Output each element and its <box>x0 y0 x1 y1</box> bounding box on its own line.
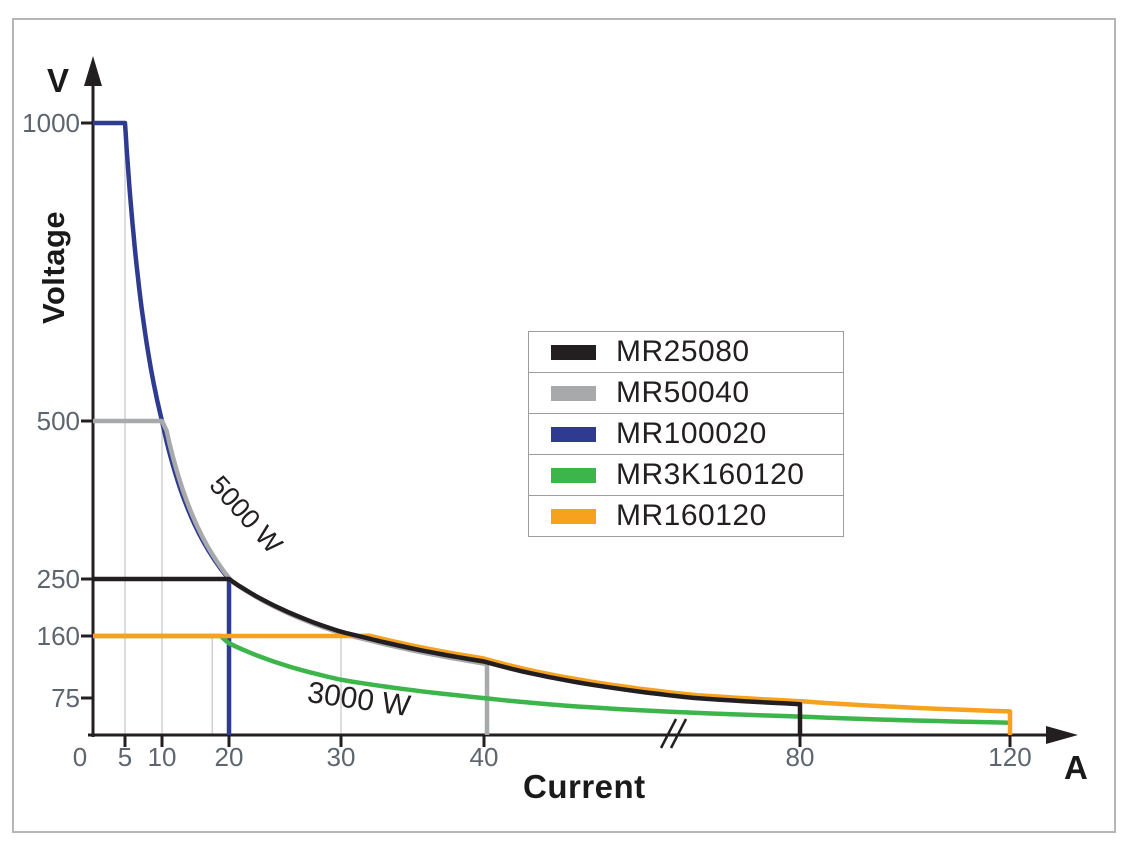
x-axis-arrow-icon <box>1046 726 1078 744</box>
y-axis-arrow-icon <box>84 56 102 86</box>
x-tick-label: 120 <box>988 742 1032 772</box>
legend-label: MR3K160120 <box>616 458 805 491</box>
legend-label: MR160120 <box>616 499 767 532</box>
series-MR3K160120 <box>93 633 1011 725</box>
y-tick-label: 1000 <box>22 108 80 138</box>
legend-label: MR100020 <box>616 417 767 450</box>
series-MR100020 <box>93 120 232 735</box>
legend-row: MR25080 <box>528 331 844 373</box>
legend-row: MR100020 <box>528 413 844 455</box>
legend-row: MR3K160120 <box>528 454 844 496</box>
axis-break-icon <box>659 718 678 749</box>
legend-row: MR160120 <box>528 495 844 537</box>
x-tick-label: 40 <box>469 742 499 772</box>
series-MR160120 <box>93 633 1013 735</box>
y-tick-label: 160 <box>36 621 80 651</box>
y-tick-label: 250 <box>36 564 80 594</box>
x-axis-unit-label: A <box>1064 749 1088 786</box>
legend-swatch <box>551 426 596 442</box>
x-tick-label: 5 <box>117 742 133 772</box>
legend-swatch <box>551 508 596 524</box>
y-axis-unit-label: V <box>47 62 70 99</box>
y-tick-label: 75 <box>51 683 80 713</box>
legend-row: MR50040 <box>528 372 844 414</box>
x-tick-label: 20 <box>214 742 244 772</box>
legend: MR25080 MR50040 MR100020 MR3K160120 MR16… <box>528 331 844 537</box>
x-tick-label: 0 <box>72 742 88 772</box>
legend-swatch <box>551 344 596 360</box>
legend-label: MR25080 <box>616 335 750 368</box>
legend-label: MR50040 <box>616 376 750 409</box>
series-MR25080 <box>93 576 803 735</box>
axis-break-icon <box>669 718 688 749</box>
legend-swatch <box>551 467 596 483</box>
x-tick-label: 30 <box>326 742 356 772</box>
x-tick-label: 80 <box>785 742 815 772</box>
y-axis-title: Voltage <box>36 210 71 324</box>
x-tick-label: 10 <box>147 742 177 772</box>
y-tick-label: 500 <box>36 406 80 436</box>
x-axis-title: Current <box>523 768 646 805</box>
legend-swatch <box>551 385 596 401</box>
